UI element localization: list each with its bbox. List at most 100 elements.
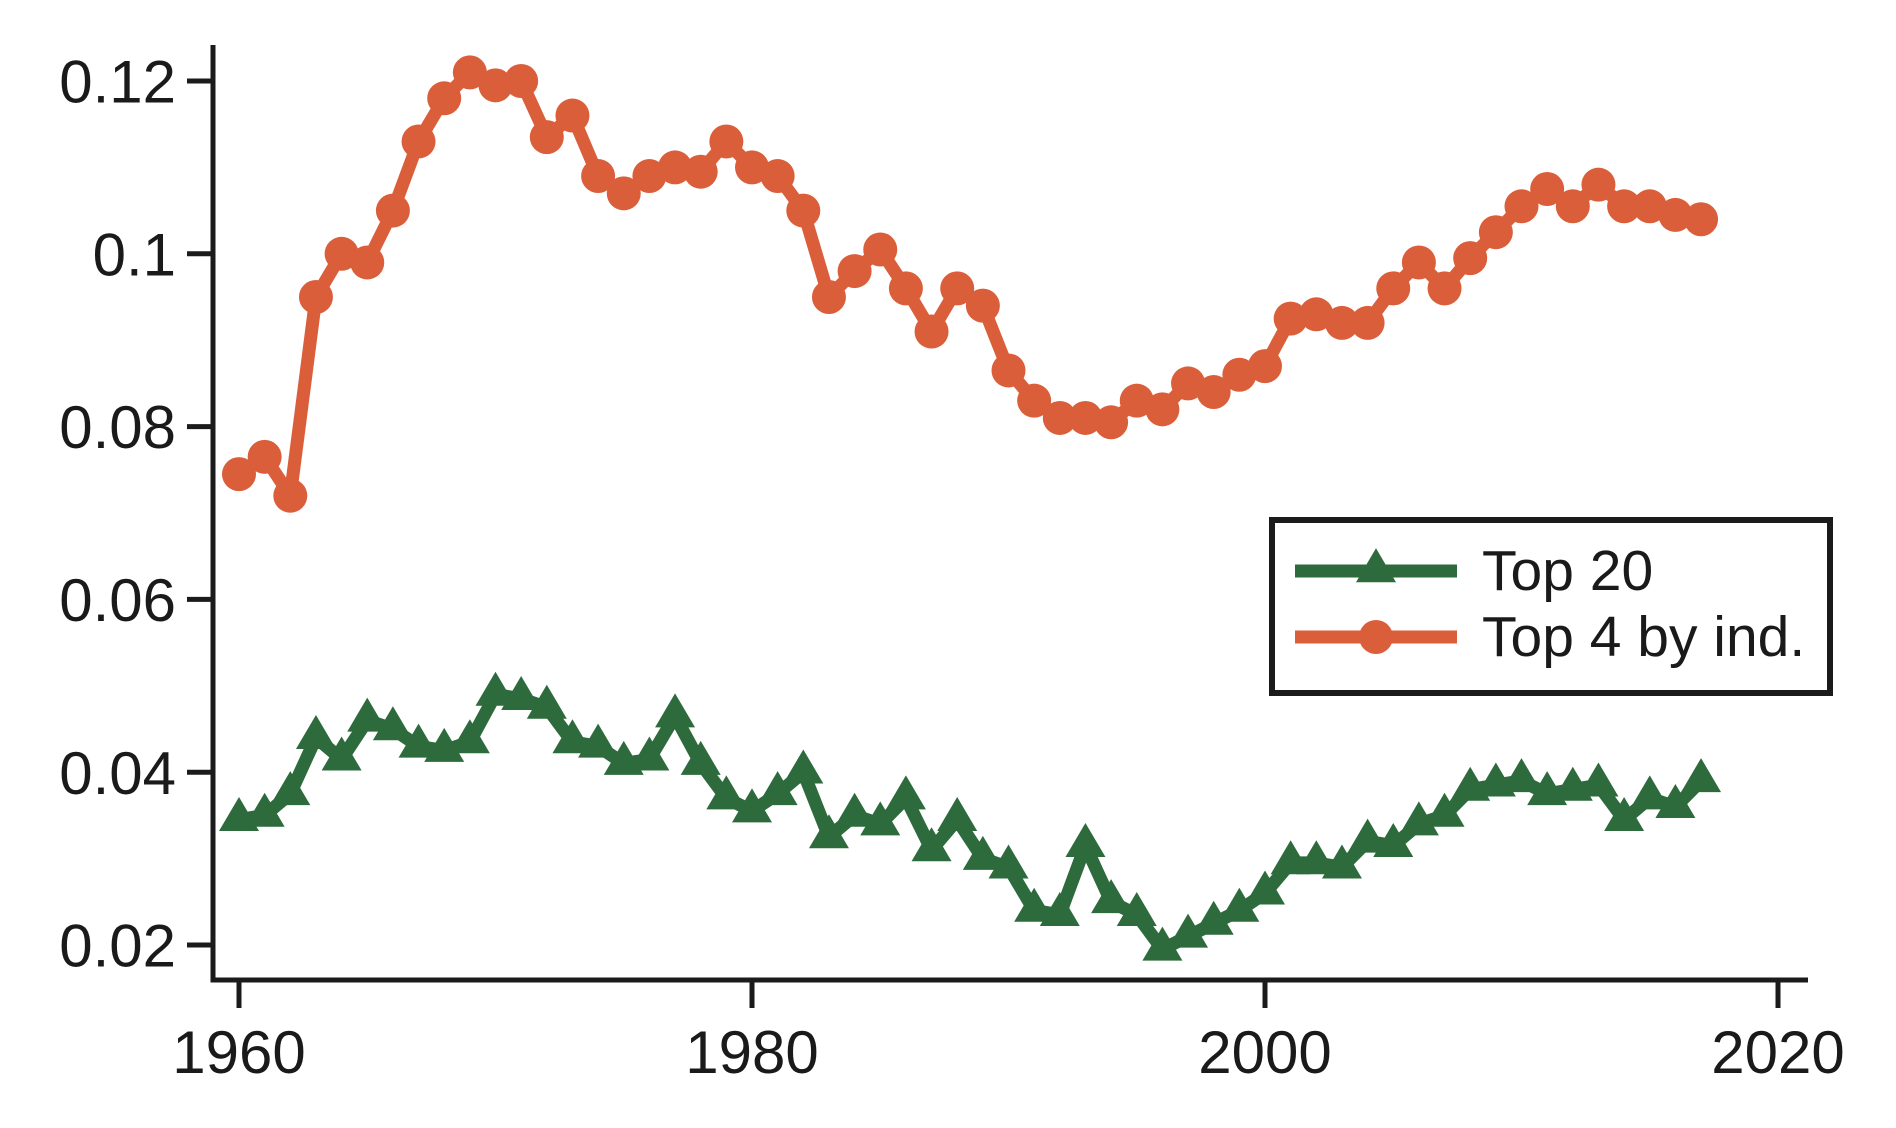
data-point-triangle xyxy=(424,727,465,762)
x-tick-label: 1960 xyxy=(172,1019,305,1086)
x-tick-label: 2000 xyxy=(1198,1019,1331,1086)
y-tick-label: 0.06 xyxy=(59,567,176,634)
data-point-triangle xyxy=(1168,913,1209,948)
data-point-circle xyxy=(811,280,846,314)
data-point-triangle xyxy=(706,775,747,810)
data-point-circle xyxy=(1607,189,1642,224)
data-point-circle xyxy=(1196,375,1231,410)
data-point-triangle xyxy=(757,771,798,806)
data-point-circle xyxy=(1376,271,1411,306)
data-point-triangle xyxy=(1270,840,1311,875)
data-point-triangle xyxy=(526,684,567,719)
data-point-circle xyxy=(401,124,436,159)
data-point-circle xyxy=(478,68,513,103)
data-point-triangle xyxy=(1655,784,1696,819)
data-point-triangle xyxy=(1245,870,1285,905)
data-point-triangle xyxy=(655,693,696,728)
data-point-circle xyxy=(606,176,641,211)
data-point-circle xyxy=(1222,357,1257,392)
legend-label-top20: Top 20 xyxy=(1482,539,1653,603)
data-point-triangle xyxy=(860,801,901,836)
data-point-circle xyxy=(324,236,359,271)
data-point-circle xyxy=(1042,400,1077,435)
data-point-circle xyxy=(1504,189,1539,224)
data-point-triangle xyxy=(732,788,772,823)
data-point-triangle xyxy=(1604,797,1645,832)
data-point-circle xyxy=(991,353,1026,388)
data-point-circle xyxy=(632,159,667,194)
data-point-triangle xyxy=(1065,822,1106,857)
data-point-triangle xyxy=(475,671,516,706)
data-point-circle xyxy=(837,254,872,289)
data-point-triangle xyxy=(578,723,619,758)
data-point-triangle xyxy=(1373,822,1414,857)
data-point-triangle xyxy=(1014,887,1055,922)
data-point-circle xyxy=(965,288,1000,323)
data-point-circle xyxy=(1248,349,1282,384)
legend-label-top4: Top 4 by ind. xyxy=(1482,605,1805,669)
data-point-triangle xyxy=(1629,775,1670,810)
data-point-triangle xyxy=(1039,892,1080,927)
data-point-triangle xyxy=(347,697,388,732)
data-point-triangle xyxy=(398,723,439,758)
data-point-circle xyxy=(735,150,769,185)
data-point-circle xyxy=(1555,189,1590,224)
legend: Top 20 Top 4 by ind. xyxy=(1269,517,1833,696)
data-point-circle xyxy=(350,245,385,280)
data-point-triangle xyxy=(501,676,542,711)
data-point-circle xyxy=(1350,305,1385,340)
x-tick-label: 2020 xyxy=(1711,1019,1844,1086)
data-point-circle xyxy=(1401,245,1436,280)
data-point-circle xyxy=(1581,167,1616,202)
data-point-circle xyxy=(914,314,949,349)
data-point-circle xyxy=(888,271,923,306)
data-point-circle xyxy=(1171,366,1206,401)
legend-triangle-marker xyxy=(1356,548,1396,583)
data-point-triangle xyxy=(680,740,721,775)
data-point-triangle xyxy=(244,792,285,827)
y-tick-label: 0.12 xyxy=(59,49,176,116)
series-line-top20 xyxy=(232,687,1708,956)
data-point-circle xyxy=(683,154,718,189)
data-point-circle xyxy=(1068,400,1103,435)
data-point-circle xyxy=(452,55,487,90)
data-point-circle xyxy=(529,120,564,155)
data-point-circle xyxy=(247,439,282,474)
data-point-triangle xyxy=(1296,840,1337,875)
data-point-circle xyxy=(1119,383,1154,418)
y-tick-label: 0.02 xyxy=(59,913,176,980)
data-point-circle xyxy=(1324,305,1359,340)
data-point-circle xyxy=(1427,271,1462,306)
data-point-triangle xyxy=(1681,758,1722,793)
data-point-triangle xyxy=(1219,887,1260,922)
data-point-circle xyxy=(1684,202,1719,237)
data-point-triangle xyxy=(321,736,362,771)
y-tick-label: 0.1 xyxy=(93,221,176,288)
data-point-circle xyxy=(1273,301,1308,336)
data-point-triangle xyxy=(1142,926,1183,961)
data-point-triangle xyxy=(1091,879,1132,914)
data-point-triangle xyxy=(270,771,311,806)
data-point-circle xyxy=(581,159,616,194)
data-point-triangle xyxy=(1424,792,1465,827)
data-point-triangle xyxy=(449,719,490,754)
data-point-circle xyxy=(863,232,898,267)
data-point-circle xyxy=(1658,197,1693,232)
data-point-circle xyxy=(1632,189,1667,224)
x-tick-label: 1980 xyxy=(685,1019,818,1086)
data-point-circle xyxy=(760,159,795,194)
data-point-circle xyxy=(1530,172,1565,206)
data-point-triangle xyxy=(629,736,670,771)
y-tick-label: 0.08 xyxy=(59,394,176,461)
data-point-triangle xyxy=(295,714,336,749)
data-point-triangle xyxy=(962,835,1003,870)
data-point-triangle xyxy=(1347,818,1388,853)
data-point-circle xyxy=(1299,297,1334,332)
data-point-circle xyxy=(298,280,333,314)
data-point-circle xyxy=(940,271,975,306)
data-point-triangle xyxy=(885,775,926,810)
data-point-triangle xyxy=(808,814,849,849)
data-point-circle xyxy=(375,193,410,228)
